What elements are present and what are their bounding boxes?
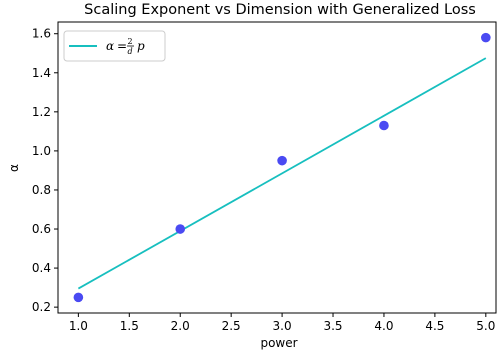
y-tick-label: 1.0	[32, 144, 51, 158]
y-tick-label: 0.4	[32, 261, 51, 275]
legend-alpha: α	[106, 39, 114, 53]
chart-title: Scaling Exponent vs Dimension with Gener…	[84, 2, 476, 18]
x-tick-label: 5.0	[476, 319, 495, 333]
legend-denominator: d	[127, 47, 132, 56]
scatter-series	[73, 32, 491, 303]
x-axis-label: power	[260, 336, 297, 350]
scatter-point	[73, 292, 84, 303]
y-tick-label: 0.8	[32, 183, 51, 197]
y-tick-label: 1.6	[32, 27, 51, 41]
fit-line	[77, 57, 487, 290]
x-tick-label: 4.5	[425, 319, 444, 333]
x-tick-label: 3.0	[273, 319, 292, 333]
legend-numerator: 2	[127, 37, 132, 46]
scatter-point	[175, 224, 186, 234]
x-tick-label: 1.5	[120, 319, 139, 333]
y-tick-label: 1.2	[32, 105, 51, 119]
x-axis: 1.0 1.5 2.0 2.5 3.0 3.5 4.0 4.5 5.0	[69, 313, 495, 333]
x-tick-label: 2.5	[222, 319, 241, 333]
y-tick-label: 1.4	[32, 66, 51, 80]
legend-equals: =	[117, 39, 127, 53]
legend-suffix: p	[137, 39, 145, 53]
y-axis: 0.2 0.4 0.6 0.8 1.0 1.2 1.4 1.6	[32, 27, 58, 314]
plot-frame	[57, 21, 497, 314]
x-tick-label: 4.0	[374, 319, 393, 333]
y-tick-label: 0.2	[32, 300, 51, 314]
y-axis-label: α	[7, 164, 21, 172]
scatter-point	[277, 155, 287, 166]
scatter-point	[481, 32, 491, 43]
y-tick-label: 0.6	[32, 222, 51, 236]
scatter-point	[379, 120, 389, 131]
plot-area	[57, 21, 497, 314]
legend-frame	[63, 30, 166, 62]
fit-line-series	[77, 57, 487, 290]
x-tick-label: 3.5	[323, 319, 342, 333]
x-tick-label: 2.0	[171, 319, 190, 333]
x-tick-label: 1.0	[69, 319, 88, 333]
legend: α = 2 d p	[63, 30, 166, 62]
